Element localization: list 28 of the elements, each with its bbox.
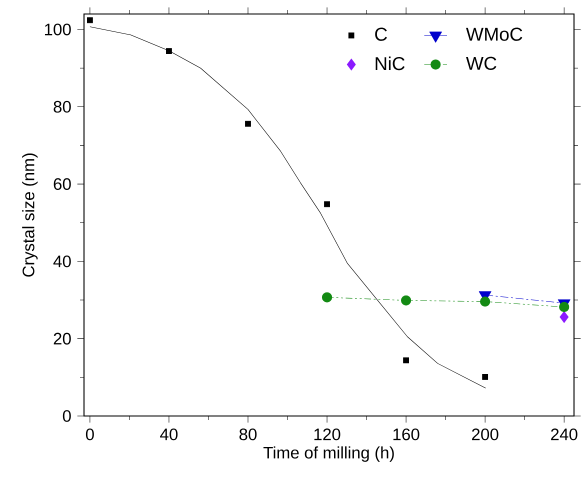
point (245, 120, 251, 127)
point (166, 48, 172, 54)
x-tick-label: 200 (472, 428, 498, 440)
x-tick-label: 160 (393, 428, 420, 440)
y-axis-title: Crystal size (nm) (22, 154, 38, 277)
x-tick-label: 80 (239, 428, 257, 440)
x-tick-label: 240 (551, 428, 578, 440)
x-tick-label: 120 (314, 428, 340, 440)
legend-label: WMoC (466, 28, 522, 41)
x-tick-label: 40 (160, 428, 178, 440)
point (560, 311, 569, 323)
y-tick-label: 0 (62, 410, 71, 422)
legend-label: C (375, 28, 387, 41)
point (324, 201, 330, 208)
x-axis-title: Time of milling (h) (263, 446, 394, 462)
point (400, 295, 412, 306)
point (403, 357, 409, 364)
y-tick-label: 100 (44, 24, 71, 36)
y-tick-label: 60 (54, 178, 71, 190)
point (86, 17, 93, 24)
y-tick-label: 20 (54, 332, 71, 345)
y-tick-label: 40 (53, 255, 71, 268)
legend-label: WC (466, 56, 496, 70)
legend-label: NiC (376, 56, 405, 70)
point (322, 292, 332, 302)
y-tick-label: 80 (54, 100, 71, 113)
x-tick-label: 0 (86, 428, 94, 440)
point (482, 374, 488, 380)
